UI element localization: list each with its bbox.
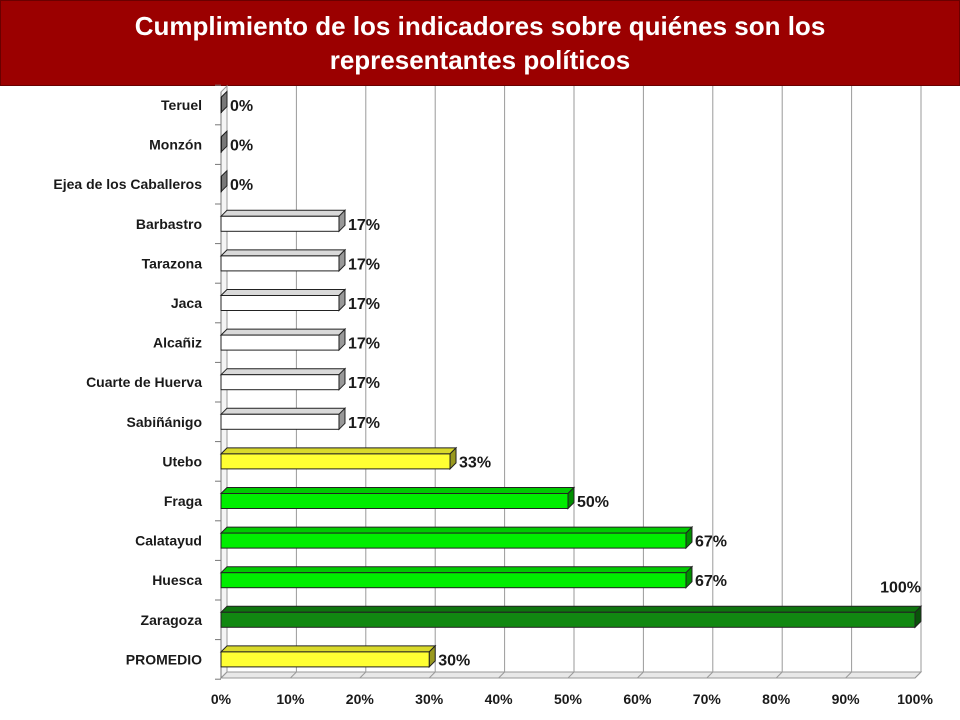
data-label: 0%	[230, 138, 253, 155]
x-tick-label: 20%	[346, 691, 375, 707]
category-label: Ejea de los Caballeros	[53, 176, 202, 192]
bar-14	[219, 644, 437, 669]
bar-8	[219, 407, 347, 431]
data-label: 17%	[348, 336, 380, 353]
gridline-floor	[845, 671, 852, 679]
bar-front-face	[220, 572, 687, 589]
bar-12	[219, 565, 694, 589]
x-tick-label: 0%	[211, 691, 232, 707]
x-tick-label: 70%	[693, 691, 722, 707]
bar-1	[220, 129, 228, 154]
category-label: Monzón	[149, 137, 202, 153]
gridline-floor	[290, 671, 297, 679]
bar-front-face	[220, 334, 340, 351]
category-label: Teruel	[161, 97, 202, 113]
bar-top-face	[219, 209, 347, 217]
bar-front-face	[220, 532, 687, 549]
data-label: 17%	[348, 415, 380, 432]
bar-top-face	[219, 447, 458, 455]
bar-front-face	[220, 255, 340, 272]
bar-front-face	[220, 215, 340, 232]
category-label: Sabiñánigo	[127, 414, 202, 430]
bar-front-face	[220, 413, 340, 430]
bar-top-face	[219, 249, 347, 257]
x-tick-label: 40%	[485, 691, 514, 707]
bar-top-face	[219, 328, 347, 336]
gridline-floor	[706, 671, 714, 679]
x-tick-label: 80%	[762, 691, 791, 707]
data-label: 17%	[348, 296, 380, 313]
bar-top-face	[219, 566, 694, 574]
gridline-floor	[637, 671, 644, 679]
bar-9	[219, 446, 458, 471]
bar-chart: 0% 10% 20% 30% 40% 50% 60% 70% 80% 90% 100% Teruel 0…	[53, 84, 933, 707]
bar-top-face	[219, 605, 923, 613]
title-banner: Cumplimiento de los indicadores sobre qu…	[0, 0, 960, 86]
data-label: 17%	[348, 375, 380, 392]
bar-7	[219, 367, 347, 391]
bar-2	[220, 169, 228, 193]
bar-5	[219, 288, 347, 312]
bar-front-face	[220, 611, 916, 628]
data-label: 50%	[577, 494, 609, 511]
x-tick-label: 100%	[897, 691, 933, 707]
gridline-floor	[775, 671, 783, 679]
x-tick-label: 30%	[415, 691, 444, 707]
gridline-floor	[567, 671, 575, 679]
category-label: Fraga	[164, 493, 202, 509]
bar-front-face	[220, 651, 430, 668]
bar-0	[220, 90, 228, 114]
gridline-floor	[220, 671, 228, 679]
data-label: 17%	[348, 217, 380, 234]
bar-front-face	[220, 176, 222, 193]
chart-title: Cumplimiento de los indicadores sobre qu…	[134, 11, 826, 75]
bar-top-face	[219, 487, 576, 494]
data-label: 67%	[695, 573, 727, 590]
category-label: Barbastro	[136, 216, 202, 232]
data-label: 100%	[880, 579, 921, 596]
category-label: Zaragoza	[141, 612, 203, 628]
category-label: Huesca	[152, 572, 202, 588]
gridline-floor	[359, 671, 367, 679]
bar-3	[219, 209, 347, 233]
bar-front-face	[220, 374, 340, 391]
data-label: 33%	[459, 454, 491, 471]
x-tick-label: 10%	[276, 691, 305, 707]
data-label: 67%	[695, 534, 727, 551]
category-label: Utebo	[162, 453, 202, 469]
bar-top-face	[219, 289, 347, 296]
gridline-floor	[914, 671, 922, 679]
x-tick-label: 50%	[554, 691, 583, 707]
bar-top-face	[219, 526, 694, 534]
category-label: Cuarte de Huerva	[86, 374, 202, 390]
bar-11	[219, 525, 694, 550]
bar-front-face	[220, 136, 222, 153]
category-label: Tarazona	[142, 255, 203, 271]
bar-top-face	[219, 368, 347, 376]
category-label: Alcañiz	[153, 335, 202, 351]
bar-front-face	[220, 493, 569, 509]
gridline-floor	[428, 671, 436, 679]
data-label: 17%	[348, 256, 380, 273]
bar-6	[219, 327, 347, 352]
bar-top-face	[219, 407, 347, 415]
bar-4	[219, 248, 347, 273]
category-label: PROMEDIO	[126, 651, 202, 667]
gridline-floor	[498, 671, 505, 679]
data-label: 0%	[230, 177, 253, 194]
bar-front-face	[220, 295, 340, 311]
bar-front-face	[220, 97, 222, 113]
bar-top-face	[219, 645, 437, 653]
x-tick-label: 60%	[623, 691, 652, 707]
category-label: Jaca	[171, 295, 202, 311]
data-label: 0%	[230, 98, 253, 115]
bar-13	[219, 605, 923, 629]
category-label: Calatayud	[135, 533, 202, 549]
x-tick-label: 90%	[832, 691, 861, 707]
data-label: 30%	[438, 652, 470, 669]
bar-front-face	[220, 453, 451, 470]
bar-10	[219, 486, 576, 510]
